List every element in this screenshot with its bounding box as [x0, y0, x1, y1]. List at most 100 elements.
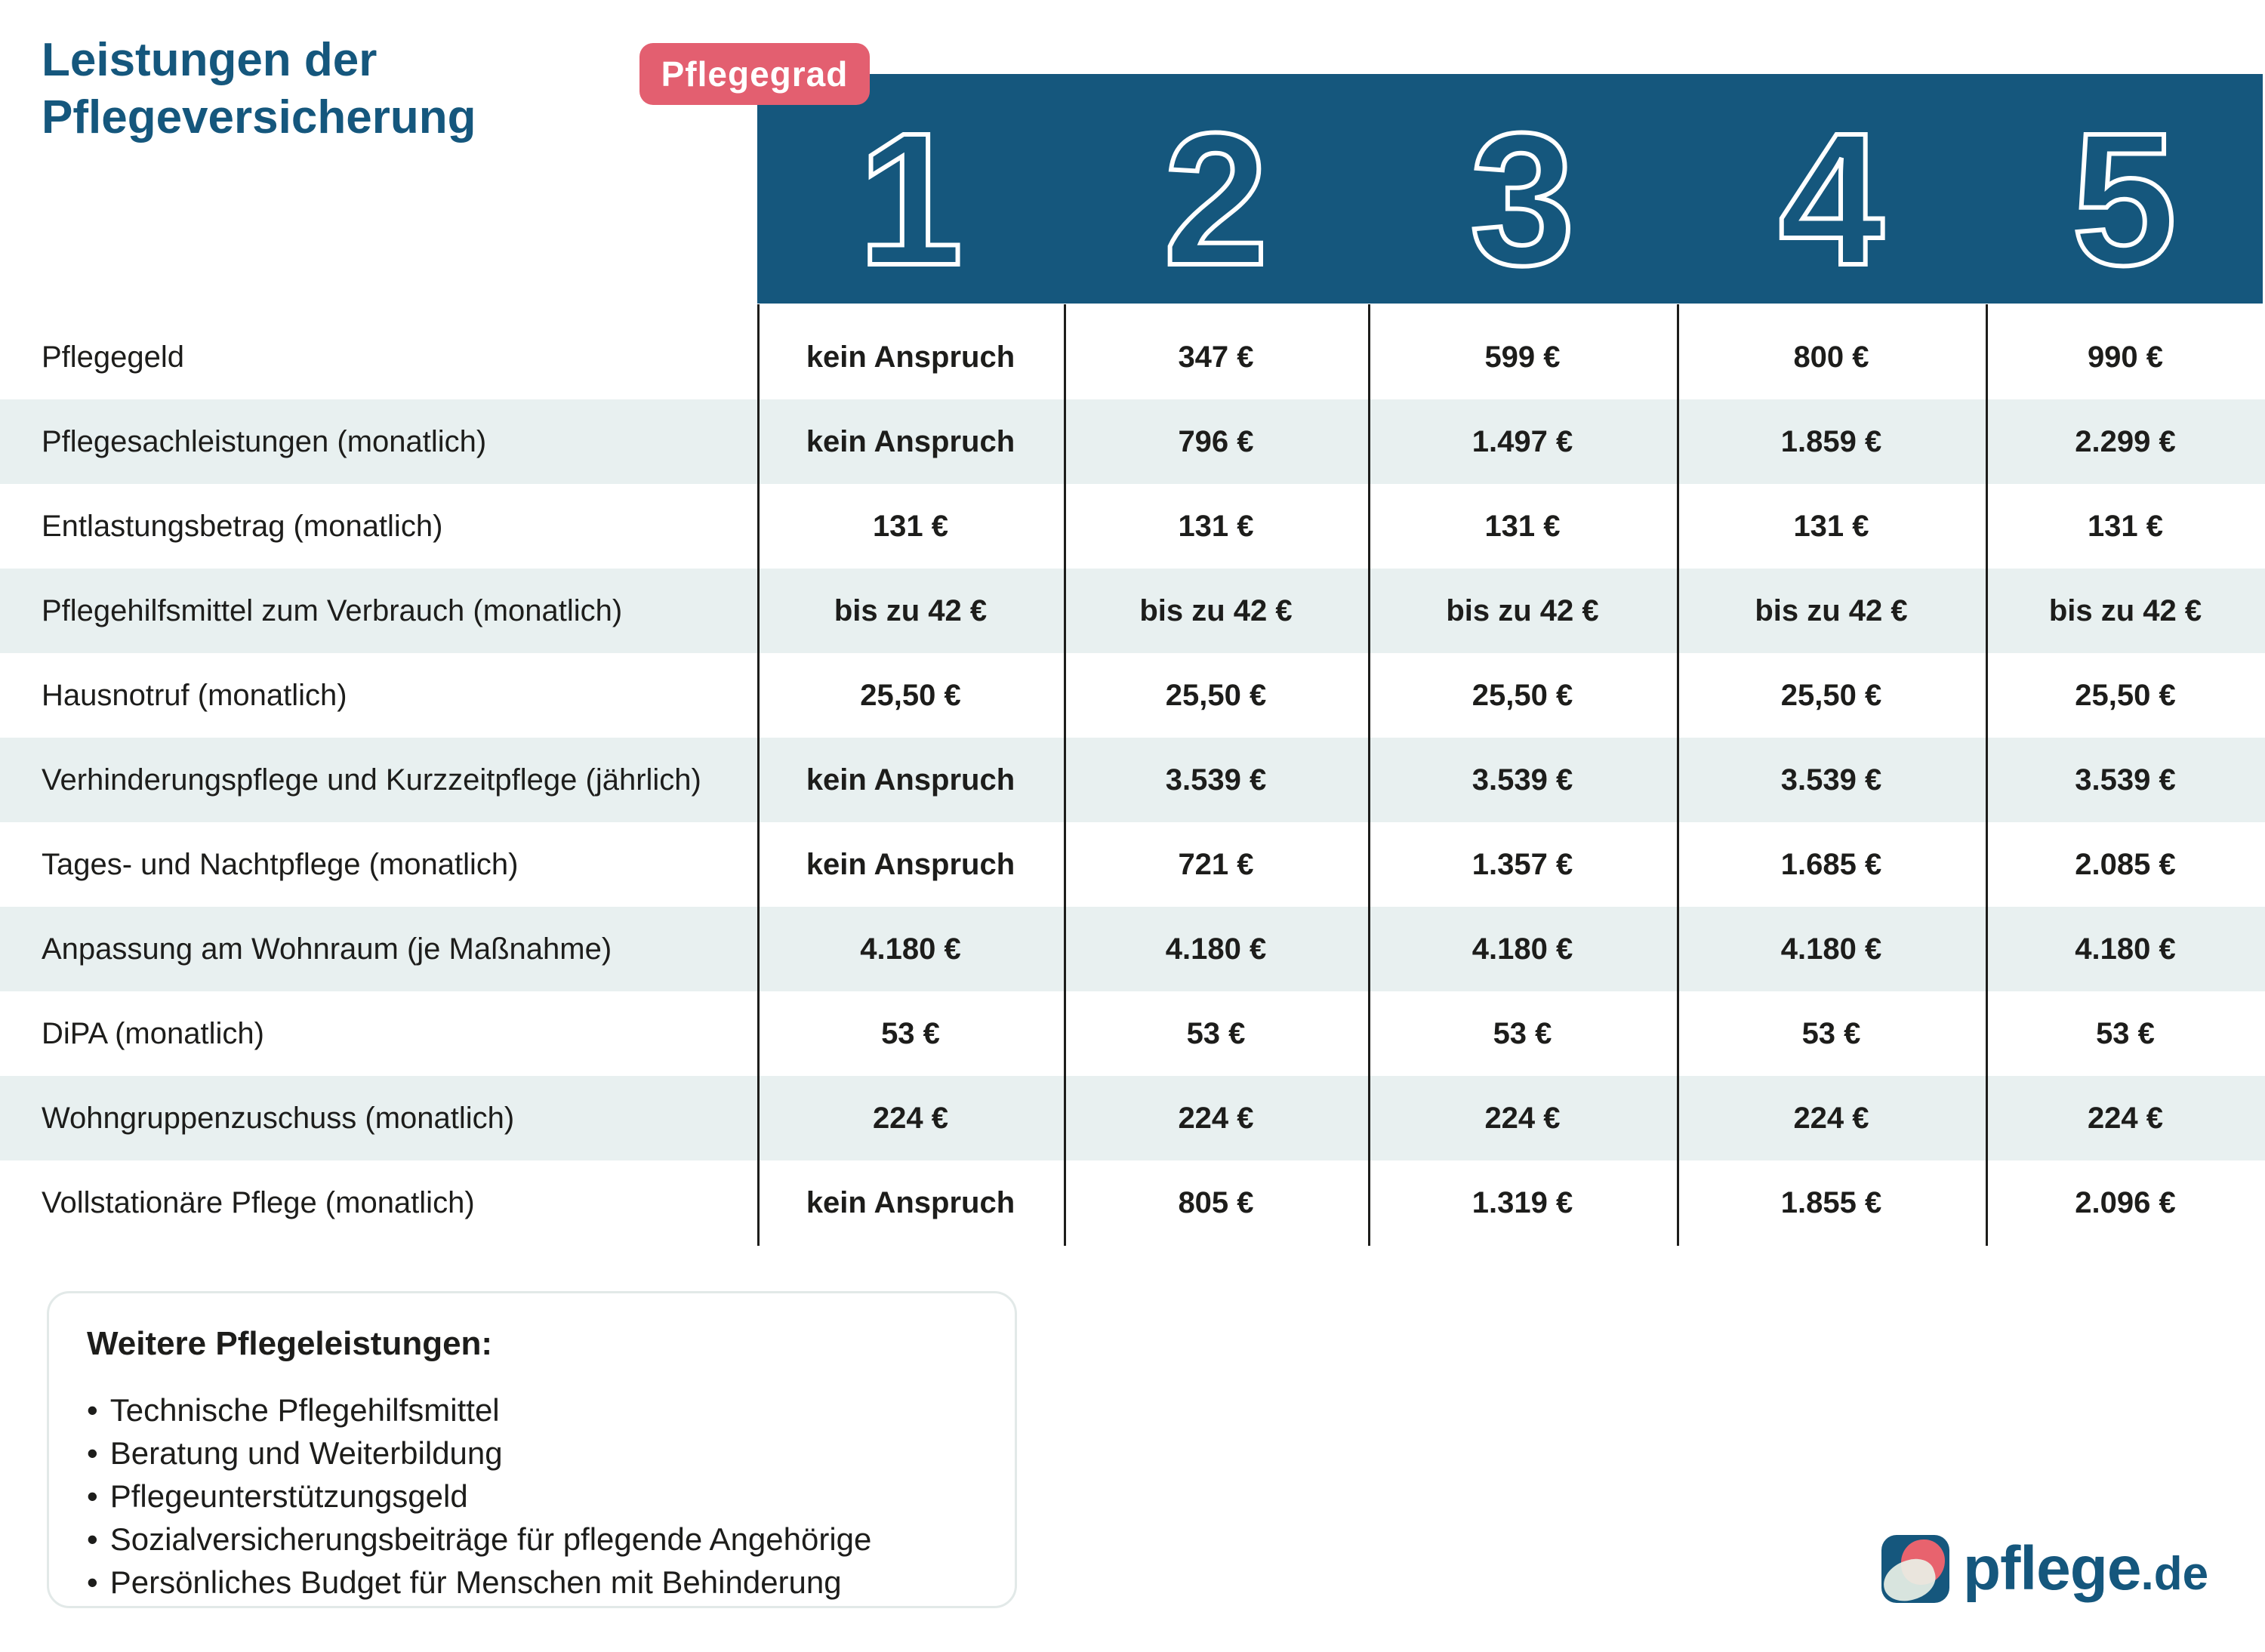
- value-cell: 131 €: [2087, 509, 2164, 543]
- value-cell: 53 €: [881, 1016, 940, 1050]
- value-cell: bis zu 42 €: [2048, 593, 2202, 627]
- grade-number-1: 1: [855, 94, 965, 304]
- value-cell: 805 €: [1178, 1185, 1254, 1219]
- value-cell: 53 €: [1493, 1016, 1552, 1050]
- value-cell: 131 €: [1484, 509, 1561, 543]
- list-item: Persönliches Budget für Menschen mit Beh…: [87, 1561, 977, 1604]
- row-label: Anpassung am Wohnraum (je Maßnahme): [42, 932, 612, 966]
- pflege-de-logo-icon: [1881, 1535, 1949, 1603]
- value-cell: 25,50 €: [1780, 678, 1882, 712]
- value-cell: 131 €: [1178, 509, 1254, 543]
- value-cell: 53 €: [2096, 1016, 2155, 1050]
- list-item: Sozialversicherungsbeiträge für pflegend…: [87, 1518, 977, 1561]
- benefits-table: Pflegegeld kein Anspruch 347 € 599 € 800 € 99…: [0, 315, 2265, 1245]
- additional-benefits-heading: Weitere Pflegeleistungen:: [87, 1325, 493, 1362]
- value-cell: kein Anspruch: [806, 763, 1015, 797]
- row-label: Entlastungsbetrag (monatlich): [42, 509, 443, 543]
- row-label: Tages- und Nachtpflege (monatlich): [42, 847, 519, 881]
- value-cell: 25,50 €: [1165, 678, 1267, 712]
- logo-name: pflege: [1963, 1534, 2141, 1603]
- value-cell: 224 €: [1484, 1101, 1561, 1135]
- value-cell: 4.180 €: [1165, 932, 1267, 966]
- value-cell: kein Anspruch: [806, 847, 1015, 881]
- column-divider: [1368, 304, 1370, 1246]
- row-label: Pflegegeld: [42, 340, 185, 374]
- table-row: Pflegehilfsmittel zum Verbrauch (monatli…: [0, 569, 2265, 653]
- value-cell: 721 €: [1178, 847, 1254, 881]
- value-cell: 1.357 €: [1471, 847, 1573, 881]
- value-cell: 3.539 €: [1165, 763, 1267, 797]
- value-cell: 224 €: [872, 1101, 949, 1135]
- grade-column-1: 1: [757, 74, 1064, 304]
- table-row: Pflegesachleistungen (monatlich) kein Ans…: [0, 399, 2265, 484]
- row-label: Pflegehilfsmittel zum Verbrauch (monatli…: [42, 593, 623, 627]
- value-cell: 131 €: [1793, 509, 1869, 543]
- value-cell: 2.299 €: [2075, 424, 2176, 458]
- value-cell: 1.319 €: [1471, 1185, 1573, 1219]
- grade-column-4: 4: [1677, 74, 1986, 304]
- value-cell: 800 €: [1793, 340, 1869, 374]
- value-cell: 4.180 €: [2075, 932, 2176, 966]
- column-divider: [1677, 304, 1679, 1246]
- value-cell: bis zu 42 €: [1139, 593, 1293, 627]
- pflege-de-logo: pflege .de: [1881, 1534, 2208, 1604]
- value-cell: 131 €: [872, 509, 949, 543]
- value-cell: 3.539 €: [2075, 763, 2176, 797]
- row-label: Vollstationäre Pflege (monatlich): [42, 1185, 475, 1219]
- list-item: Technische Pflegehilfsmittel: [87, 1388, 977, 1432]
- additional-benefits-box: Weitere Pflegeleistungen: Technische Pfl…: [47, 1291, 1017, 1608]
- logo-tld: .de: [2140, 1548, 2209, 1600]
- page-title-line2: Pflegeversicherung: [42, 91, 476, 143]
- value-cell: 25,50 €: [1471, 678, 1573, 712]
- grade-number-3: 3: [1468, 94, 1577, 304]
- value-cell: 53 €: [1186, 1016, 1246, 1050]
- pflegegrad-badge-label: Pflegegrad: [661, 54, 849, 94]
- grade-number-2: 2: [1161, 94, 1271, 304]
- value-cell: 1.685 €: [1780, 847, 1882, 881]
- value-cell: 347 €: [1178, 340, 1254, 374]
- value-cell: 796 €: [1178, 424, 1254, 458]
- logo-wordmark: pflege .de: [1963, 1533, 2208, 1604]
- value-cell: 2.085 €: [2075, 847, 2176, 881]
- value-cell: 25,50 €: [2075, 678, 2176, 712]
- table-row: DiPA (monatlich) 53 € 53 € 53 € 53 € 53 €: [0, 991, 2265, 1076]
- list-item: Beratung und Weiterbildung: [87, 1432, 977, 1475]
- table-row: Verhinderungspflege und Kurzzeitpflege (…: [0, 738, 2265, 822]
- column-divider: [757, 304, 760, 1246]
- value-cell: kein Anspruch: [806, 424, 1015, 458]
- table-row: Entlastungsbetrag (monatlich) 131 € 131 € 1…: [0, 484, 2265, 569]
- value-cell: 1.497 €: [1471, 424, 1573, 458]
- value-cell: 4.180 €: [1471, 932, 1573, 966]
- pflegegrad-badge: Pflegegrad: [639, 43, 870, 105]
- value-cell: 599 €: [1484, 340, 1561, 374]
- grade-number-4: 4: [1777, 94, 1886, 304]
- value-cell: 25,50 €: [860, 678, 961, 712]
- table-row: Tages- und Nachtpflege (monatlich) kein A…: [0, 822, 2265, 907]
- value-cell: 2.096 €: [2075, 1185, 2176, 1219]
- value-cell: 4.180 €: [860, 932, 961, 966]
- row-label: Wohngruppenzuschuss (monatlich): [42, 1101, 515, 1135]
- column-divider: [1064, 304, 1066, 1246]
- row-label: Hausnotruf (monatlich): [42, 678, 347, 712]
- row-label: Verhinderungspflege und Kurzzeitpflege (…: [42, 763, 701, 797]
- additional-benefits-list: Technische Pflegehilfsmittel Beratung un…: [87, 1388, 977, 1604]
- grade-column-3: 3: [1368, 74, 1677, 304]
- table-row: Wohngruppenzuschuss (monatlich) 224 € 224 …: [0, 1076, 2265, 1160]
- table-row: Pflegegeld kein Anspruch 347 € 599 € 800 € 99…: [0, 315, 2265, 399]
- grade-header-band: 1 2 3 4 5: [757, 74, 2263, 304]
- value-cell: 3.539 €: [1780, 763, 1882, 797]
- table-row: Anpassung am Wohnraum (je Maßnahme) 4.180…: [0, 907, 2265, 991]
- page-title: Leistungen der Pflegeversicherung: [42, 32, 476, 146]
- column-divider: [1986, 304, 1988, 1246]
- row-label: DiPA (monatlich): [42, 1016, 264, 1050]
- value-cell: kein Anspruch: [806, 1185, 1015, 1219]
- grade-column-2: 2: [1064, 74, 1368, 304]
- table-row: Hausnotruf (monatlich) 25,50 € 25,50 € 25,5…: [0, 653, 2265, 738]
- value-cell: 990 €: [2087, 340, 2164, 374]
- grade-column-5: 5: [1986, 74, 2263, 304]
- grade-number-5: 5: [2069, 94, 2179, 304]
- value-cell: 224 €: [2087, 1101, 2164, 1135]
- row-label: Pflegesachleistungen (monatlich): [42, 424, 487, 458]
- value-cell: 4.180 €: [1780, 932, 1882, 966]
- value-cell: 1.859 €: [1780, 424, 1882, 458]
